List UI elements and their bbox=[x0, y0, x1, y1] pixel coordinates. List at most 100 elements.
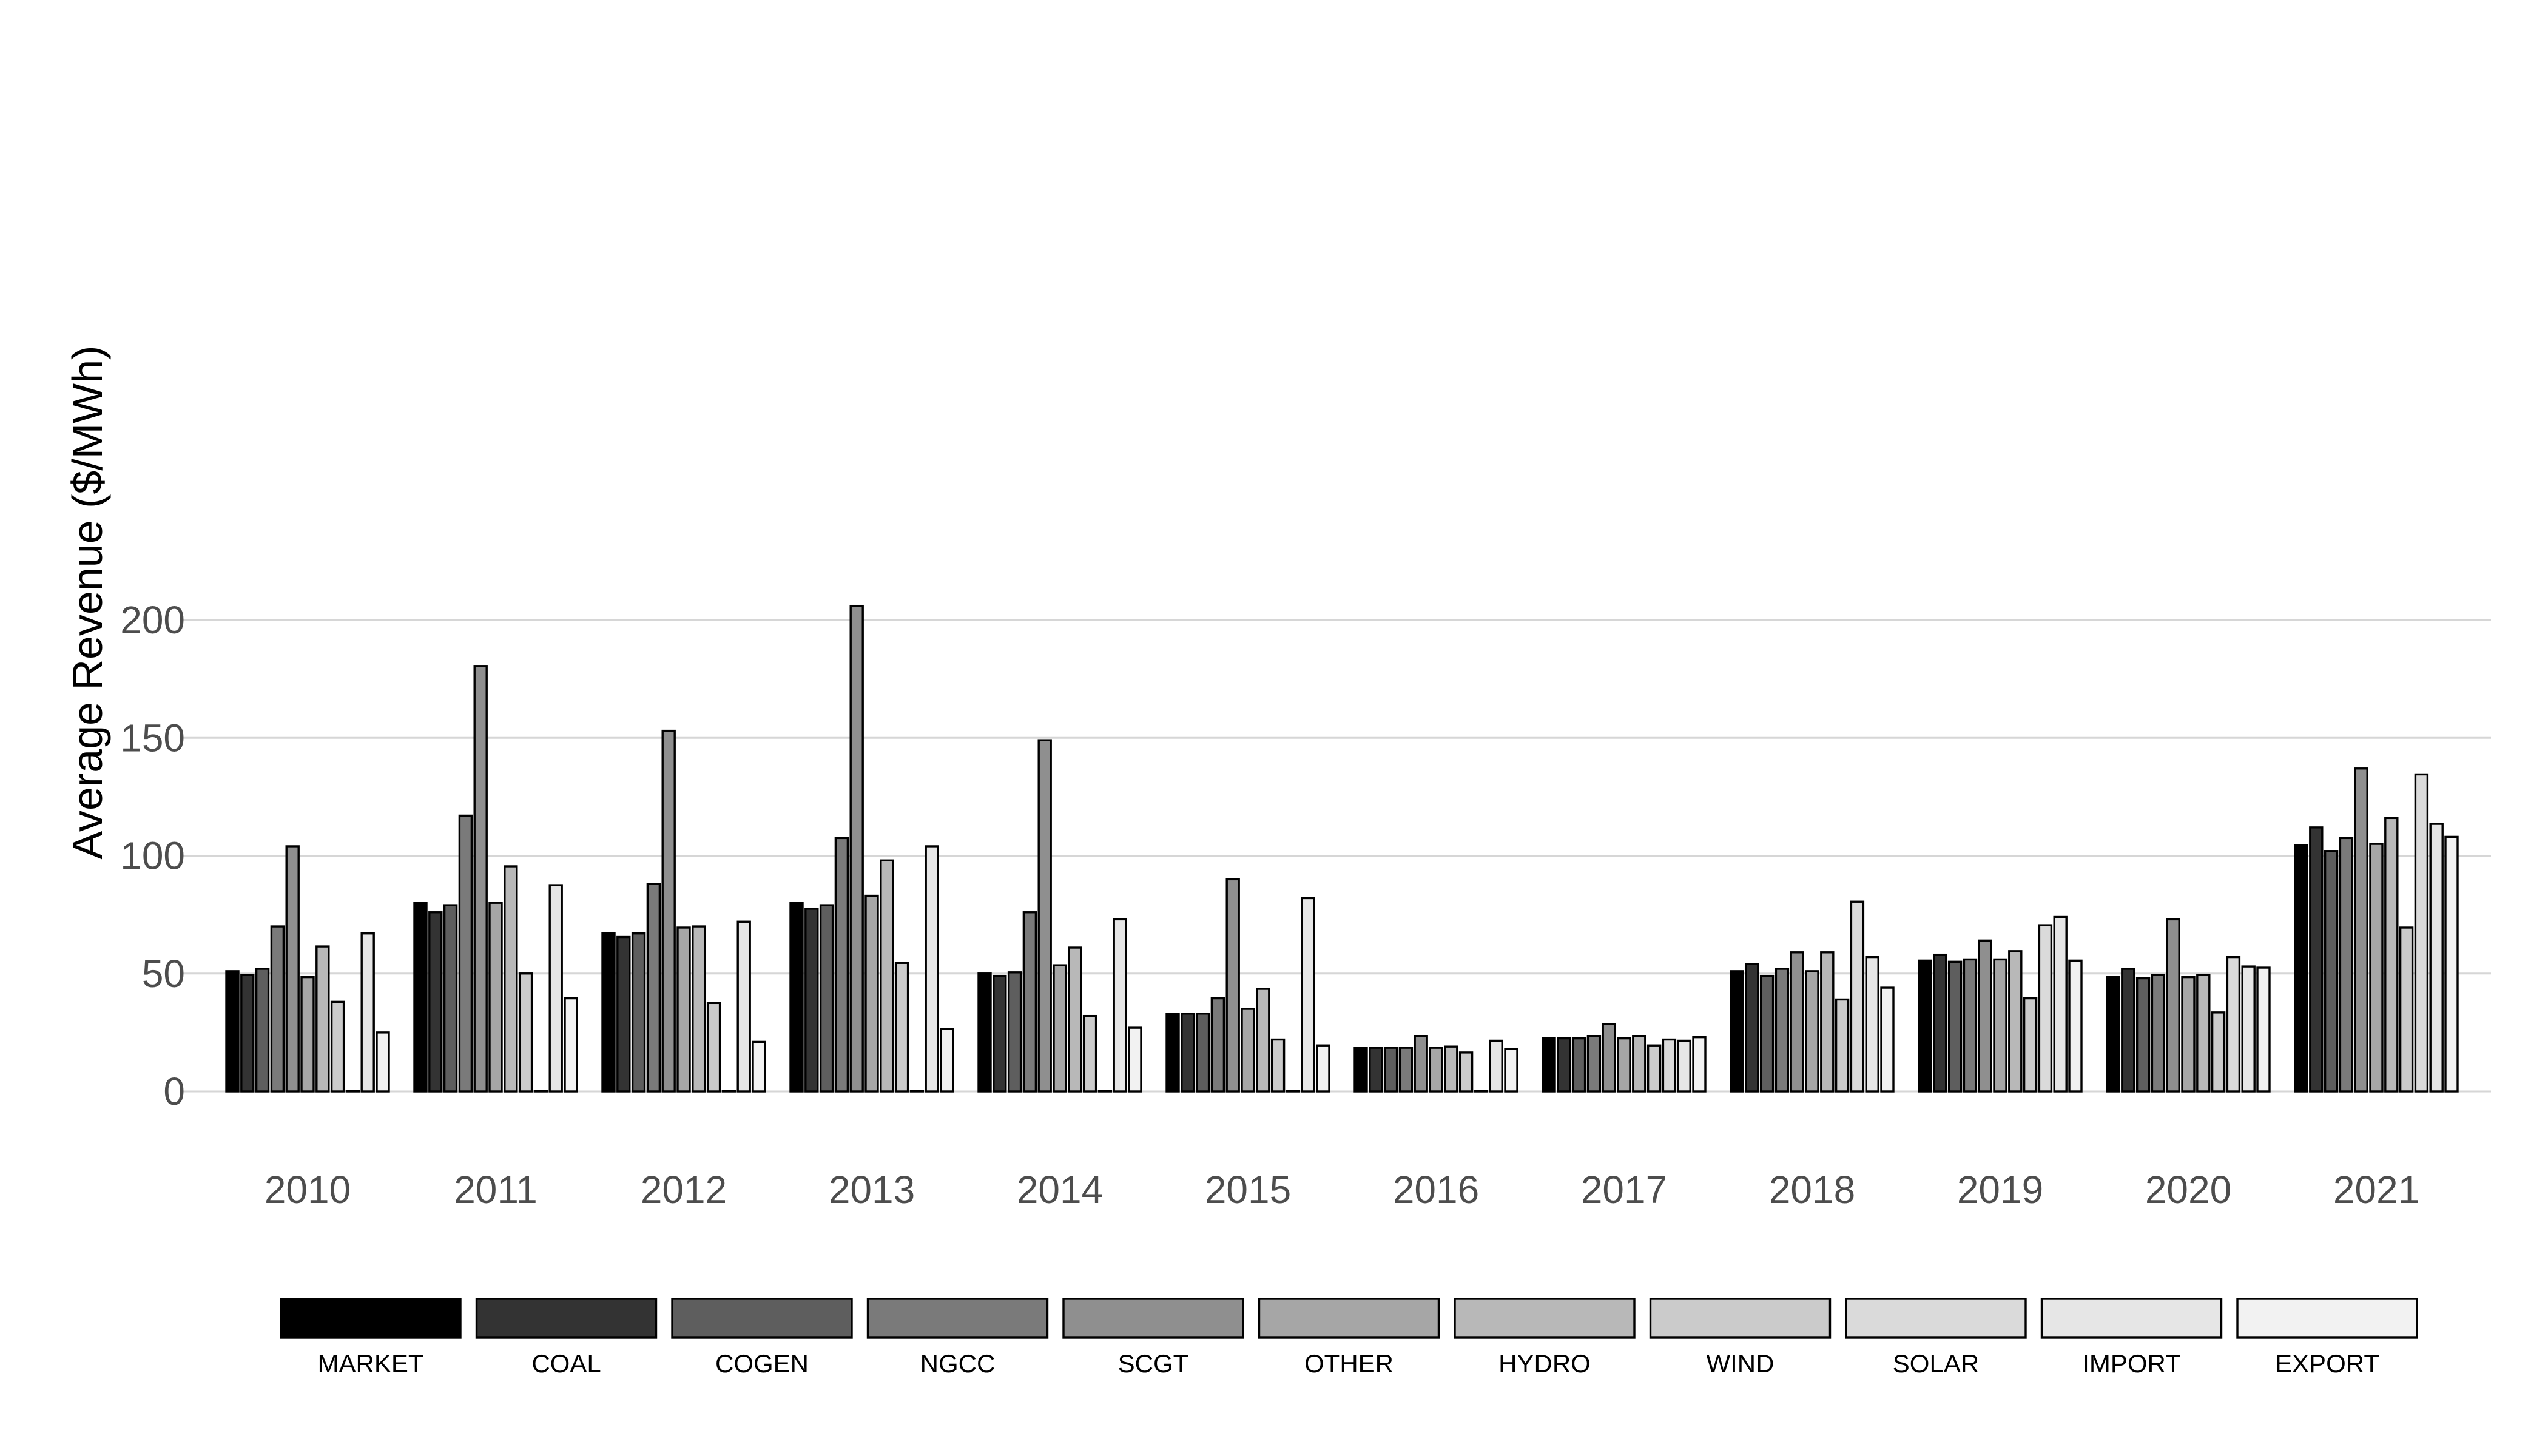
bar-import-2011 bbox=[548, 884, 563, 1093]
x-tick-label: 2018 bbox=[1769, 1168, 1855, 1212]
bar-wind-2016 bbox=[1458, 1051, 1474, 1093]
bar-cogen-2013 bbox=[819, 904, 834, 1093]
bar-other-2020 bbox=[2181, 976, 2196, 1093]
bars bbox=[225, 604, 2459, 1093]
legend-item-cogen: COGEN bbox=[671, 1298, 853, 1378]
legend-label: NGCC bbox=[920, 1349, 996, 1378]
bar-wind-2020 bbox=[2211, 1011, 2226, 1093]
bar-market-2021 bbox=[2294, 844, 2308, 1093]
bar-scgt-2019 bbox=[1978, 939, 1992, 1093]
bar-other-2018 bbox=[1805, 970, 1819, 1093]
bar-hydro-2017 bbox=[1632, 1035, 1646, 1093]
bar-cogen-2020 bbox=[2135, 977, 2151, 1093]
bar-import-2013 bbox=[925, 845, 939, 1093]
bar-scgt-2012 bbox=[661, 729, 676, 1093]
legend-key-market bbox=[280, 1298, 462, 1339]
bar-ngcc-2017 bbox=[1586, 1035, 1602, 1093]
bar-hydro-2020 bbox=[2196, 973, 2211, 1093]
bar-cogen-2010 bbox=[255, 968, 270, 1093]
bar-cogen-2012 bbox=[631, 932, 646, 1093]
bar-import-2015 bbox=[1301, 897, 1315, 1093]
bar-cogen-2018 bbox=[1759, 974, 1774, 1093]
bar-hydro-2021 bbox=[2384, 817, 2399, 1093]
legend-item-wind: WIND bbox=[1649, 1298, 1832, 1378]
bar-coal-2014 bbox=[993, 974, 1007, 1093]
bar-scgt-2015 bbox=[1225, 878, 1240, 1093]
legend-key-other bbox=[1258, 1298, 1440, 1339]
bar-market-2019 bbox=[1918, 959, 1932, 1093]
bar-solar-2019 bbox=[2038, 924, 2053, 1093]
bar-scgt-2014 bbox=[1037, 739, 1052, 1093]
bar-import-2018 bbox=[1865, 956, 1879, 1093]
legend-key-coal bbox=[475, 1298, 658, 1339]
bar-ngcc-2016 bbox=[1398, 1046, 1414, 1093]
bar-other-2011 bbox=[488, 902, 503, 1093]
legend-label: COAL bbox=[531, 1349, 601, 1378]
legend-key-import bbox=[2040, 1298, 2223, 1339]
bar-coal-2015 bbox=[1181, 1013, 1195, 1093]
bar-ngcc-2018 bbox=[1774, 968, 1790, 1093]
bar-export-2014 bbox=[1128, 1026, 1142, 1093]
bar-export-2011 bbox=[564, 997, 578, 1093]
bar-wind-2011 bbox=[518, 972, 533, 1093]
bar-export-2013 bbox=[940, 1028, 954, 1093]
bar-other-2014 bbox=[1053, 964, 1067, 1093]
bar-import-2016 bbox=[1489, 1039, 1503, 1093]
legend-item-market: MARKET bbox=[280, 1298, 462, 1378]
y-tick-label: 200 bbox=[120, 598, 185, 642]
legend-item-coal: COAL bbox=[475, 1298, 658, 1378]
bar-ngcc-2015 bbox=[1210, 997, 1225, 1093]
legend-item-import: IMPORT bbox=[2040, 1298, 2223, 1378]
bar-cogen-2016 bbox=[1383, 1046, 1398, 1093]
bar-wind-2017 bbox=[1646, 1044, 1662, 1093]
x-tick-label: 2019 bbox=[1957, 1168, 2043, 1212]
bar-coal-2013 bbox=[804, 908, 819, 1093]
bar-cogen-2017 bbox=[1571, 1037, 1586, 1093]
bar-ngcc-2013 bbox=[834, 837, 849, 1093]
x-tick-label: 2011 bbox=[454, 1168, 538, 1212]
bar-scgt-2016 bbox=[1414, 1035, 1428, 1093]
bar-market-2018 bbox=[1730, 970, 1744, 1093]
bar-ngcc-2012 bbox=[646, 883, 661, 1093]
bar-scgt-2017 bbox=[1602, 1023, 1616, 1093]
bar-wind-2013 bbox=[894, 962, 909, 1093]
bar-export-2012 bbox=[752, 1040, 766, 1093]
bar-export-2016 bbox=[1504, 1048, 1518, 1093]
legend-label: MARKET bbox=[317, 1349, 423, 1378]
y-axis-ticks: 0 50 100 150 200 bbox=[120, 598, 185, 1113]
bar-hydro-2015 bbox=[1256, 988, 1270, 1093]
bar-hydro-2016 bbox=[1444, 1045, 1458, 1093]
bar-hydro-2011 bbox=[504, 865, 518, 1093]
bar-coal-2018 bbox=[1745, 963, 1759, 1093]
bar-export-2010 bbox=[376, 1031, 390, 1093]
bar-scgt-2013 bbox=[849, 604, 864, 1093]
bar-coal-2017 bbox=[1557, 1037, 1571, 1093]
bar-cogen-2015 bbox=[1195, 1013, 1210, 1093]
bar-export-2017 bbox=[1692, 1036, 1707, 1093]
bar-coal-2019 bbox=[1933, 953, 1947, 1093]
bar-hydro-2012 bbox=[692, 925, 706, 1093]
bar-other-2019 bbox=[1993, 958, 2007, 1093]
bar-coal-2021 bbox=[2309, 826, 2324, 1093]
bar-ngcc-2011 bbox=[458, 814, 473, 1093]
bar-solar-2018 bbox=[1850, 900, 1865, 1093]
bar-scgt-2010 bbox=[285, 845, 300, 1093]
legend-item-hydro: HYDRO bbox=[1454, 1298, 1636, 1378]
bar-cogen-2021 bbox=[2324, 850, 2339, 1093]
bar-solar-2020 bbox=[2226, 956, 2241, 1093]
bar-scgt-2021 bbox=[2354, 767, 2368, 1093]
legend-key-solar bbox=[1845, 1298, 2027, 1339]
legend-label: EXPORT bbox=[2275, 1349, 2379, 1378]
bar-import-2021 bbox=[2429, 823, 2444, 1093]
bar-import-2017 bbox=[1677, 1039, 1691, 1093]
bar-other-2012 bbox=[676, 926, 691, 1093]
legend: MARKET COAL COGEN NGCC SCGT OTHER HYDRO WIND SOL… bbox=[280, 1298, 2418, 1378]
legend-key-ngcc bbox=[866, 1298, 1049, 1339]
x-axis-ticks: 2010 2011 2012 2013 2014 2015 2016 2017 2018 2019… bbox=[265, 1168, 2419, 1212]
bar-wind-2014 bbox=[1082, 1014, 1097, 1093]
bar-coal-2020 bbox=[2121, 968, 2135, 1093]
bar-hydro-2010 bbox=[315, 945, 330, 1093]
y-tick-label: 0 bbox=[163, 1070, 185, 1113]
x-tick-label: 2015 bbox=[1205, 1168, 1291, 1212]
